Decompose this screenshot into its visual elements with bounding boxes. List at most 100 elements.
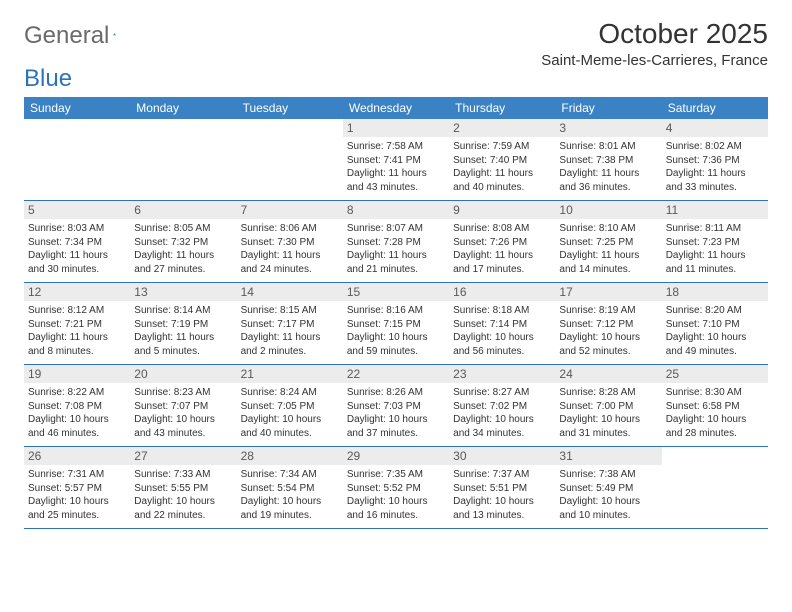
daylight-line: Daylight: 10 hours and 49 minutes. [666, 331, 764, 358]
daylight-line: Daylight: 11 hours and 8 minutes. [28, 331, 126, 358]
sunset-line: Sunset: 5:55 PM [134, 482, 232, 496]
daylight-line: Daylight: 11 hours and 43 minutes. [347, 167, 445, 194]
sunset-line: Sunset: 7:41 PM [347, 154, 445, 168]
sunrise-line: Sunrise: 7:33 AM [134, 468, 232, 482]
sunrise-line: Sunrise: 8:01 AM [559, 140, 657, 154]
day-cell [24, 119, 130, 200]
day-cell: 21Sunrise: 8:24 AMSunset: 7:05 PMDayligh… [237, 365, 343, 446]
daylight-line: Daylight: 10 hours and 19 minutes. [241, 495, 339, 522]
day-cell: 15Sunrise: 8:16 AMSunset: 7:15 PMDayligh… [343, 283, 449, 364]
sunrise-line: Sunrise: 7:34 AM [241, 468, 339, 482]
daylight-line: Daylight: 10 hours and 31 minutes. [559, 413, 657, 440]
sunset-line: Sunset: 5:52 PM [347, 482, 445, 496]
day-number: 19 [24, 365, 130, 383]
sunrise-line: Sunrise: 8:14 AM [134, 304, 232, 318]
sunrise-line: Sunrise: 7:31 AM [28, 468, 126, 482]
day-cell: 18Sunrise: 8:20 AMSunset: 7:10 PMDayligh… [662, 283, 768, 364]
day-cell: 28Sunrise: 7:34 AMSunset: 5:54 PMDayligh… [237, 447, 343, 528]
daylight-line: Daylight: 11 hours and 5 minutes. [134, 331, 232, 358]
day-cell: 4Sunrise: 8:02 AMSunset: 7:36 PMDaylight… [662, 119, 768, 200]
daylight-line: Daylight: 11 hours and 40 minutes. [453, 167, 551, 194]
sunrise-line: Sunrise: 8:15 AM [241, 304, 339, 318]
day-number: 7 [237, 201, 343, 219]
day-number: 2 [449, 119, 555, 137]
dow-cell: Saturday [662, 97, 768, 119]
sunset-line: Sunset: 7:32 PM [134, 236, 232, 250]
sunset-line: Sunset: 7:25 PM [559, 236, 657, 250]
daylight-line: Daylight: 10 hours and 34 minutes. [453, 413, 551, 440]
sunrise-line: Sunrise: 8:07 AM [347, 222, 445, 236]
sunrise-line: Sunrise: 8:28 AM [559, 386, 657, 400]
day-cell: 8Sunrise: 8:07 AMSunset: 7:28 PMDaylight… [343, 201, 449, 282]
day-cell: 5Sunrise: 8:03 AMSunset: 7:34 PMDaylight… [24, 201, 130, 282]
day-number: 17 [555, 283, 661, 301]
week-row: 5Sunrise: 8:03 AMSunset: 7:34 PMDaylight… [24, 201, 768, 283]
day-cell: 20Sunrise: 8:23 AMSunset: 7:07 PMDayligh… [130, 365, 236, 446]
sunrise-line: Sunrise: 8:20 AM [666, 304, 764, 318]
day-cell: 2Sunrise: 7:59 AMSunset: 7:40 PMDaylight… [449, 119, 555, 200]
sunrise-line: Sunrise: 8:10 AM [559, 222, 657, 236]
day-number: 15 [343, 283, 449, 301]
day-number: 5 [24, 201, 130, 219]
day-number: 20 [130, 365, 236, 383]
day-number: 9 [449, 201, 555, 219]
location-label: Saint-Meme-les-Carrieres, France [541, 52, 768, 69]
day-number: 27 [130, 447, 236, 465]
day-cell: 1Sunrise: 7:58 AMSunset: 7:41 PMDaylight… [343, 119, 449, 200]
daylight-line: Daylight: 11 hours and 30 minutes. [28, 249, 126, 276]
calendar: SundayMondayTuesdayWednesdayThursdayFrid… [24, 97, 768, 529]
sunrise-line: Sunrise: 8:06 AM [241, 222, 339, 236]
daylight-line: Daylight: 11 hours and 2 minutes. [241, 331, 339, 358]
daylight-line: Daylight: 10 hours and 52 minutes. [559, 331, 657, 358]
sunset-line: Sunset: 7:19 PM [134, 318, 232, 332]
day-cell: 23Sunrise: 8:27 AMSunset: 7:02 PMDayligh… [449, 365, 555, 446]
sunset-line: Sunset: 7:14 PM [453, 318, 551, 332]
day-cell: 9Sunrise: 8:08 AMSunset: 7:26 PMDaylight… [449, 201, 555, 282]
day-number: 8 [343, 201, 449, 219]
day-number: 13 [130, 283, 236, 301]
sunset-line: Sunset: 7:10 PM [666, 318, 764, 332]
day-cell: 22Sunrise: 8:26 AMSunset: 7:03 PMDayligh… [343, 365, 449, 446]
sunrise-line: Sunrise: 8:26 AM [347, 386, 445, 400]
daylight-line: Daylight: 11 hours and 14 minutes. [559, 249, 657, 276]
sunrise-line: Sunrise: 8:19 AM [559, 304, 657, 318]
daylight-line: Daylight: 10 hours and 10 minutes. [559, 495, 657, 522]
dow-cell: Monday [130, 97, 236, 119]
sunset-line: Sunset: 7:03 PM [347, 400, 445, 414]
day-cell: 16Sunrise: 8:18 AMSunset: 7:14 PMDayligh… [449, 283, 555, 364]
daylight-line: Daylight: 11 hours and 27 minutes. [134, 249, 232, 276]
day-cell [130, 119, 236, 200]
dow-cell: Thursday [449, 97, 555, 119]
day-cell: 6Sunrise: 8:05 AMSunset: 7:32 PMDaylight… [130, 201, 236, 282]
sunset-line: Sunset: 5:57 PM [28, 482, 126, 496]
day-number: 6 [130, 201, 236, 219]
daylight-line: Daylight: 11 hours and 11 minutes. [666, 249, 764, 276]
day-number: 25 [662, 365, 768, 383]
day-cell: 7Sunrise: 8:06 AMSunset: 7:30 PMDaylight… [237, 201, 343, 282]
dow-cell: Tuesday [237, 97, 343, 119]
sunrise-line: Sunrise: 8:16 AM [347, 304, 445, 318]
sunset-line: Sunset: 7:30 PM [241, 236, 339, 250]
day-number: 4 [662, 119, 768, 137]
sail-icon [113, 25, 116, 43]
sunset-line: Sunset: 7:26 PM [453, 236, 551, 250]
day-cell: 29Sunrise: 7:35 AMSunset: 5:52 PMDayligh… [343, 447, 449, 528]
day-number: 29 [343, 447, 449, 465]
day-cell: 27Sunrise: 7:33 AMSunset: 5:55 PMDayligh… [130, 447, 236, 528]
sunset-line: Sunset: 7:21 PM [28, 318, 126, 332]
day-number: 24 [555, 365, 661, 383]
day-number: 30 [449, 447, 555, 465]
day-cell: 30Sunrise: 7:37 AMSunset: 5:51 PMDayligh… [449, 447, 555, 528]
sunset-line: Sunset: 5:49 PM [559, 482, 657, 496]
daylight-line: Daylight: 10 hours and 28 minutes. [666, 413, 764, 440]
daylight-line: Daylight: 11 hours and 17 minutes. [453, 249, 551, 276]
sunset-line: Sunset: 7:17 PM [241, 318, 339, 332]
dow-cell: Friday [555, 97, 661, 119]
sunset-line: Sunset: 7:28 PM [347, 236, 445, 250]
day-cell: 17Sunrise: 8:19 AMSunset: 7:12 PMDayligh… [555, 283, 661, 364]
sunset-line: Sunset: 7:08 PM [28, 400, 126, 414]
sunrise-line: Sunrise: 8:24 AM [241, 386, 339, 400]
dow-cell: Wednesday [343, 97, 449, 119]
month-title: October 2025 [541, 18, 768, 50]
sunset-line: Sunset: 5:54 PM [241, 482, 339, 496]
